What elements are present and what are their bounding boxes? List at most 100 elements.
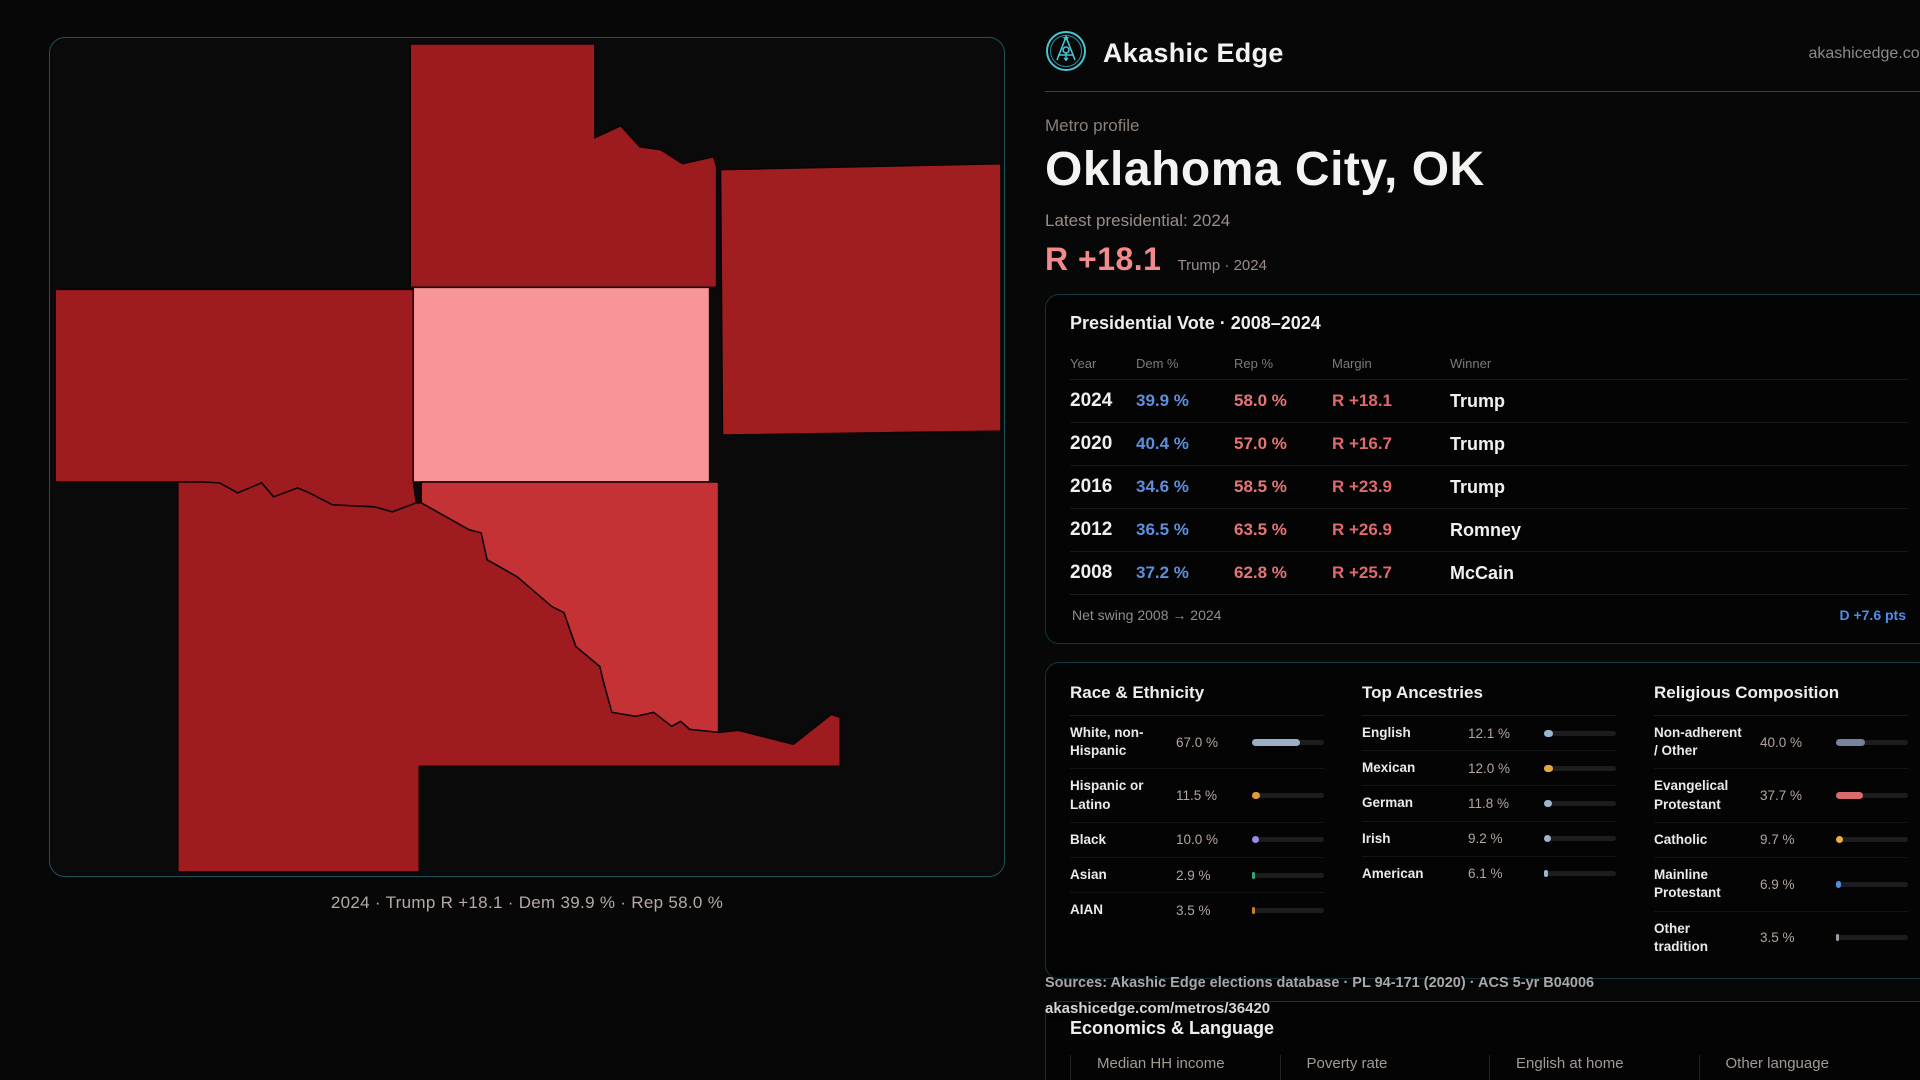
bar-track — [1544, 730, 1616, 736]
demo-row-value: 3.5 % — [1176, 902, 1211, 918]
bar-track — [1544, 765, 1616, 771]
demo-row-value: 9.2 % — [1468, 831, 1503, 847]
demo-row: American 6.1 % — [1362, 857, 1616, 891]
map-region-north-center-county[interactable] — [409, 43, 718, 289]
permalink-url[interactable]: akashicedge.com/metros/36420 — [1045, 1000, 1271, 1017]
vote-table-row: 2012 36.5 % 63.5 % R +26.9 Romney — [1070, 509, 1908, 552]
demo-section: Top Ancestries English 12.1 % Mexican 12.0 %… — [1362, 683, 1616, 964]
demo-row: White, non-Hispanic 67.0 % — [1070, 716, 1324, 770]
sources-text: Sources: Akashic Edge elections database… — [1045, 975, 1595, 991]
page-title: Oklahoma City, OK — [1045, 143, 1485, 196]
map-region-east-county[interactable] — [719, 162, 1002, 436]
bar-track — [1252, 907, 1324, 913]
net-swing-value: D +7.6 pts — [1839, 607, 1906, 623]
demo-row-bar — [1836, 738, 1908, 746]
vote-cell-rep: 58.5 % — [1234, 477, 1287, 496]
demo-row: Other tradition 3.5 % — [1654, 912, 1908, 964]
demo-row: Catholic 9.7 % — [1654, 823, 1908, 859]
brand-domain-link[interactable]: akashicedge.com — [1808, 44, 1920, 62]
economics-stat-label: Poverty rate — [1306, 1054, 1388, 1072]
vote-col-header: Rep % — [1234, 356, 1274, 371]
demo-row-bar — [1836, 934, 1908, 942]
vote-cell-dem: 40.4 % — [1136, 434, 1189, 453]
vote-cell-margin: R +23.9 — [1332, 477, 1393, 496]
headline-margin-value: R +18.1 — [1045, 241, 1162, 277]
bar-track — [1836, 793, 1908, 799]
demo-row-value: 11.5 % — [1176, 788, 1218, 804]
presidential-vote-card: Presidential Vote · 2008–2024 Year Dem % R… — [1045, 294, 1920, 644]
demo-row-label: Catholic — [1654, 831, 1708, 847]
vote-table-row: 2024 39.9 % 58.0 % R +18.1 Trump — [1070, 380, 1908, 423]
demo-row-value: 11.8 % — [1468, 796, 1510, 812]
header-divider — [1045, 91, 1920, 92]
bar-fill — [1252, 836, 1260, 844]
sources-footer: Sources: Akashic Edge elections database… — [1045, 975, 1920, 1017]
vote-table-row: 2008 37.2 % 62.8 % R +25.7 McCain — [1070, 552, 1908, 595]
profile-section: Akashic Edge akashicedge.com Metro profi… — [1005, 0, 1920, 1080]
demo-row-label: Irish — [1362, 830, 1391, 846]
bar-track — [1544, 871, 1616, 877]
bar-fill — [1836, 738, 1865, 746]
vote-cell-dem: 37.2 % — [1136, 563, 1189, 582]
vote-col-header: Winner — [1450, 356, 1492, 371]
demo-row-bar — [1252, 871, 1324, 879]
bar-track — [1836, 739, 1908, 745]
bar-track — [1252, 793, 1324, 799]
demo-row-label: Mexican — [1362, 760, 1416, 776]
demo-row-bar — [1252, 906, 1324, 914]
bar-fill — [1544, 729, 1553, 737]
header: Akashic Edge akashicedge.com — [1045, 30, 1920, 77]
vote-table-row: 2016 34.6 % 58.5 % R +23.9 Trump — [1070, 466, 1908, 509]
demo-row: Mainline Protestant 6.9 % — [1654, 858, 1908, 912]
economics-stat: Other language12.2 % — [1698, 1054, 1909, 1080]
demo-section-title: Race & Ethnicity — [1070, 683, 1324, 716]
vote-cell-winner: Trump — [1450, 390, 1506, 411]
demo-row: AIAN 3.5 % — [1070, 893, 1324, 927]
bar-track — [1836, 881, 1908, 887]
vote-cell-rep: 57.0 % — [1234, 434, 1287, 453]
economics-stat-label: Other language — [1725, 1054, 1829, 1072]
vote-cell-margin: R +16.7 — [1332, 434, 1393, 453]
vote-cell-year: 2020 — [1070, 433, 1113, 454]
vote-cell-margin: R +18.1 — [1332, 391, 1393, 410]
vote-cell-rep: 63.5 % — [1234, 520, 1287, 539]
economics-stat-label: English at home — [1516, 1054, 1624, 1072]
vote-cell-winner: Trump — [1450, 433, 1506, 454]
headline-margin: R +18.1 Trump · 2024 — [1045, 241, 1920, 278]
demo-row-bar — [1544, 800, 1616, 808]
demo-row: Irish 9.2 % — [1362, 822, 1616, 857]
demo-row: Non-adherent / Other 40.0 % — [1654, 716, 1908, 770]
vote-cell-margin: R +25.7 — [1332, 563, 1393, 582]
bar-fill — [1544, 835, 1551, 843]
demo-row: Asian 2.9 % — [1070, 858, 1324, 894]
demo-row-bar — [1252, 836, 1324, 844]
headline-margin-context: Trump · 2024 — [1177, 257, 1267, 274]
economics-stat-label: Median HH income — [1097, 1054, 1225, 1072]
demo-row-label: Evangelical Protestant — [1654, 778, 1729, 812]
county-map — [54, 43, 1002, 873]
bar-fill — [1544, 800, 1553, 808]
demo-row-label: Non-adherent / Other — [1654, 725, 1742, 759]
economics-stat: Poverty rate14.3 % — [1279, 1054, 1490, 1080]
vote-cell-winner: Romney — [1450, 519, 1522, 540]
economics-card: Economics & Language Median HH income$53… — [1045, 1000, 1920, 1080]
map-section: 2024 · Trump R +18.1 · Dem 39.9 % · Rep … — [49, 37, 1005, 912]
bar-fill — [1836, 792, 1864, 800]
latest-presidential-label: Latest presidential: 2024 — [1045, 211, 1231, 230]
vote-col-header: Year — [1070, 356, 1097, 371]
demo-row-label: Hispanic or Latino — [1070, 778, 1144, 812]
demo-row: German 11.8 % — [1362, 786, 1616, 822]
demo-row-value: 12.1 % — [1468, 725, 1511, 741]
map-region-center-light-county[interactable] — [412, 286, 711, 483]
map-region-southwest-county[interactable] — [177, 481, 842, 873]
economics-stat: English at home87.8 % — [1489, 1054, 1699, 1080]
vote-table-body: 2024 39.9 % 58.0 % R +18.1 Trump 2020 40.4 % 57… — [1070, 380, 1908, 595]
demo-row: Evangelical Protestant 37.7 % — [1654, 769, 1908, 823]
vote-cell-dem: 39.9 % — [1136, 391, 1189, 410]
demo-section-title: Religious Composition — [1654, 683, 1908, 716]
map-region-west-band-county[interactable] — [54, 288, 418, 513]
demo-row-label: White, non-Hispanic — [1070, 725, 1144, 759]
bar-fill — [1252, 792, 1261, 800]
demo-row-value: 37.7 % — [1760, 788, 1803, 804]
